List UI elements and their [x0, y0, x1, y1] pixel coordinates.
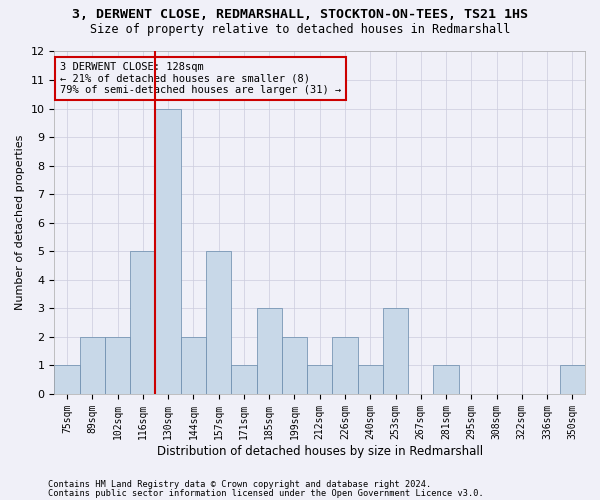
Bar — [282, 337, 307, 394]
Bar — [560, 366, 585, 394]
Bar — [358, 366, 383, 394]
Bar — [433, 366, 458, 394]
Bar — [80, 337, 105, 394]
Bar — [155, 108, 181, 394]
Text: Size of property relative to detached houses in Redmarshall: Size of property relative to detached ho… — [90, 22, 510, 36]
Text: Contains HM Land Registry data © Crown copyright and database right 2024.: Contains HM Land Registry data © Crown c… — [48, 480, 431, 489]
Bar — [231, 366, 257, 394]
X-axis label: Distribution of detached houses by size in Redmarshall: Distribution of detached houses by size … — [157, 444, 483, 458]
Bar — [206, 252, 231, 394]
Text: 3 DERWENT CLOSE: 128sqm
← 21% of detached houses are smaller (8)
79% of semi-det: 3 DERWENT CLOSE: 128sqm ← 21% of detache… — [60, 62, 341, 95]
Bar — [383, 308, 408, 394]
Bar — [105, 337, 130, 394]
Bar — [55, 366, 80, 394]
Text: 3, DERWENT CLOSE, REDMARSHALL, STOCKTON-ON-TEES, TS21 1HS: 3, DERWENT CLOSE, REDMARSHALL, STOCKTON-… — [72, 8, 528, 20]
Bar — [307, 366, 332, 394]
Bar — [257, 308, 282, 394]
Bar — [130, 252, 155, 394]
Y-axis label: Number of detached properties: Number of detached properties — [15, 135, 25, 310]
Bar — [181, 337, 206, 394]
Bar — [332, 337, 358, 394]
Text: Contains public sector information licensed under the Open Government Licence v3: Contains public sector information licen… — [48, 488, 484, 498]
